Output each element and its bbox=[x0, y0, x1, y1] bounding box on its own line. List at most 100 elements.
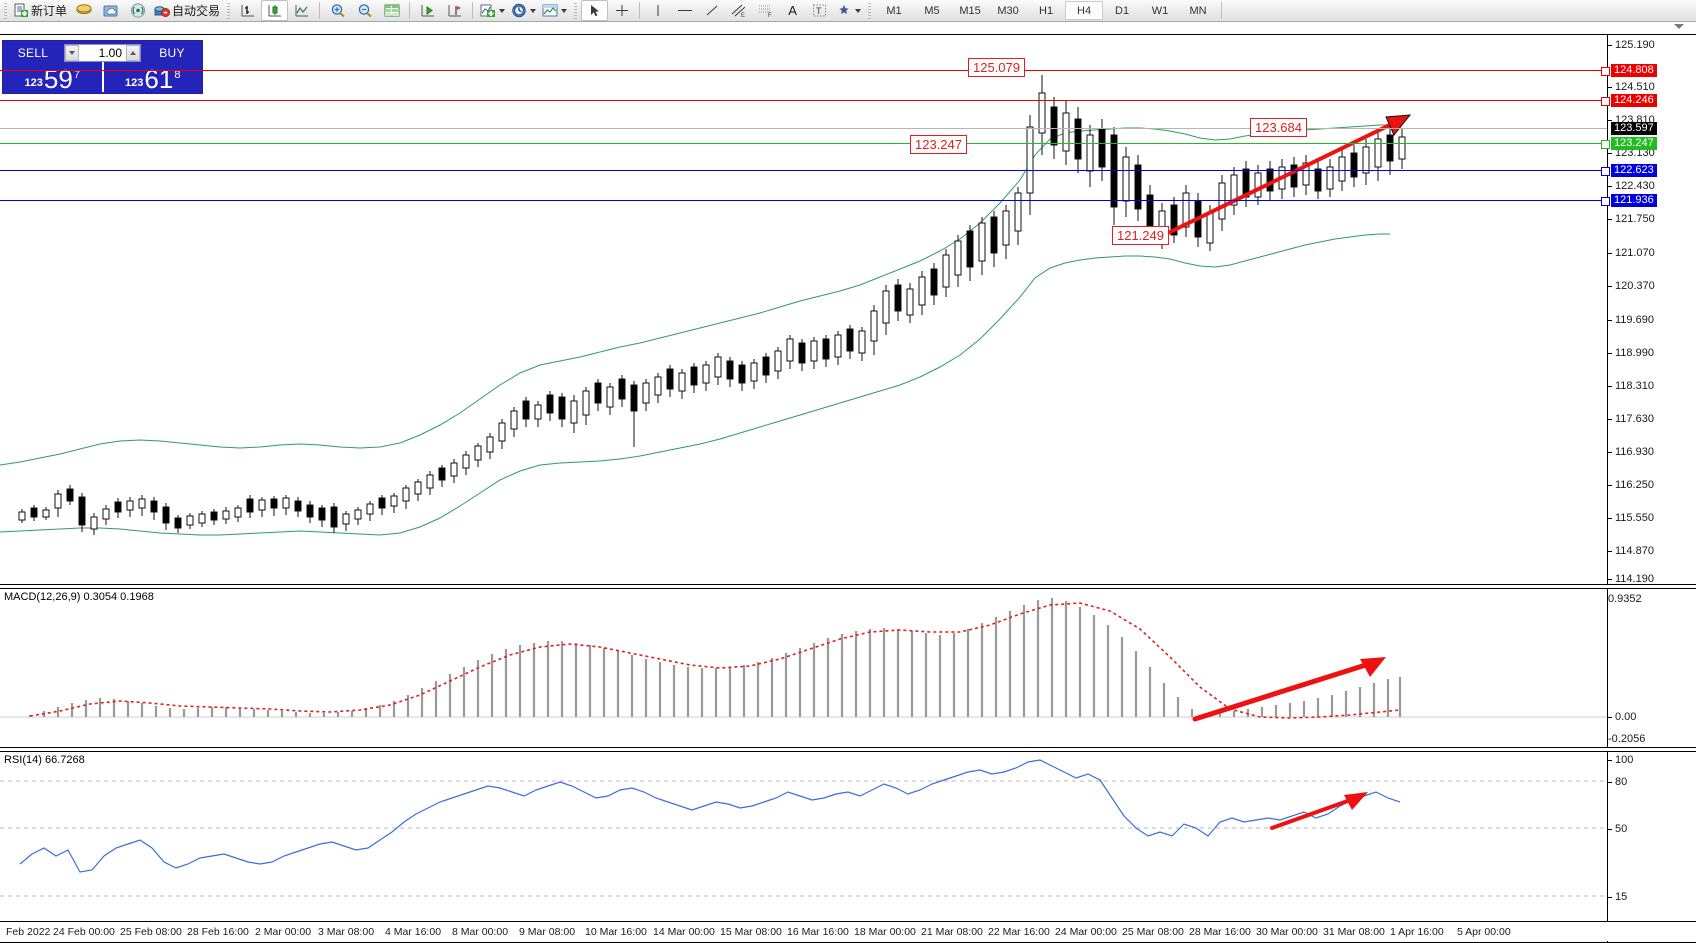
rsi-plot[interactable] bbox=[0, 752, 1696, 942]
channel-icon: E bbox=[730, 3, 748, 18]
timeframe-h1[interactable]: H1 bbox=[1039, 4, 1054, 17]
timeframe-d1[interactable]: D1 bbox=[1115, 4, 1130, 17]
volume-decrease-button[interactable] bbox=[65, 44, 79, 61]
text-tool-button[interactable]: A bbox=[779, 0, 806, 21]
level-handle-124-246[interactable] bbox=[1601, 97, 1610, 106]
macd-pane[interactable]: MACD(12,26,9) 0.3054 0.1968 bbox=[0, 588, 1696, 748]
price-tick: 119.690 bbox=[1608, 314, 1654, 326]
time-label: 16 Mar 16:00 bbox=[787, 926, 849, 938]
level-line-124-246[interactable] bbox=[0, 100, 1607, 101]
toolbar-grip[interactable] bbox=[2, 2, 9, 19]
zoom-in-button[interactable] bbox=[324, 0, 351, 21]
rsi-line bbox=[19, 759, 1401, 873]
volume-increase-button[interactable] bbox=[126, 44, 140, 61]
level-line-124-808[interactable] bbox=[0, 70, 1607, 71]
sell-button[interactable]: SELL bbox=[17, 45, 49, 60]
cursor-tool-button[interactable] bbox=[581, 0, 609, 21]
level-line-121-936[interactable] bbox=[0, 200, 1607, 201]
price-scale[interactable]: 125.190 124.510 123.810 123.130 122.430 … bbox=[1608, 35, 1696, 584]
bar-chart-button[interactable] bbox=[234, 0, 261, 21]
new-order-button[interactable]: 新订单 bbox=[11, 0, 70, 21]
timeframe-mn[interactable]: MN bbox=[1189, 4, 1207, 17]
time-label: 9 Mar 08:00 bbox=[519, 926, 576, 938]
chevron-down-icon-2[interactable] bbox=[530, 8, 537, 13]
macd-tick: 0.00 bbox=[1608, 711, 1636, 723]
auto-trading-button[interactable]: 自动交易 bbox=[151, 0, 223, 21]
chart-scroll-indicator[interactable] bbox=[1674, 24, 1684, 29]
annotation-125-079[interactable]: 125.079 bbox=[968, 58, 1025, 77]
price-tick: 121.750 bbox=[1608, 213, 1655, 225]
rsi-plot-svg bbox=[0, 759, 1607, 897]
buy-button[interactable]: BUY bbox=[159, 45, 185, 60]
period-button[interactable] bbox=[508, 0, 539, 21]
timeframe-m15[interactable]: M15 bbox=[959, 4, 981, 17]
volume-value[interactable]: 1.00 bbox=[98, 45, 122, 60]
open-data-folder-button[interactable] bbox=[97, 0, 124, 21]
price-plot-svg bbox=[0, 75, 1412, 536]
text-label-icon: T bbox=[812, 3, 827, 18]
crosshair-tool-button[interactable] bbox=[608, 0, 635, 21]
shapes-tool-button[interactable] bbox=[833, 0, 864, 21]
chevron-down-icon[interactable] bbox=[499, 8, 506, 13]
fibonacci-tool-button[interactable]: F bbox=[752, 0, 779, 21]
timeframe-w1[interactable]: W1 bbox=[1151, 4, 1169, 17]
time-axis[interactable]: Feb 2022 24 Feb 00:00 25 Feb 08:00 28 Fe… bbox=[0, 921, 1696, 941]
level-handle-121-936[interactable] bbox=[1601, 197, 1610, 206]
toolbar-separator-5 bbox=[1221, 2, 1223, 19]
timeframe-m1[interactable]: M1 bbox=[886, 4, 902, 17]
macd-scale[interactable]: 0.9352 0.00 -0.2056 bbox=[1608, 589, 1696, 747]
level-handle-122-623[interactable] bbox=[1601, 167, 1610, 176]
horizontal-line-tool-button[interactable] bbox=[671, 0, 698, 21]
price-plot[interactable] bbox=[0, 35, 1696, 584]
chart-shift-button[interactable] bbox=[414, 0, 441, 21]
annotation-123-247[interactable]: 123.247 bbox=[910, 135, 967, 154]
toolbar-grip-4[interactable] bbox=[866, 2, 874, 19]
zoom-in-icon bbox=[330, 3, 346, 18]
chart-area[interactable]: USDJPY-,H4 123.599 123.636 123.578 123.5… bbox=[0, 22, 1696, 943]
text-label-tool-button[interactable]: T bbox=[806, 0, 833, 21]
timeframe-m30[interactable]: M30 bbox=[997, 4, 1019, 17]
rsi-pane[interactable]: RSI(14) 66.7268 100 80 bbox=[0, 751, 1696, 943]
templates-button[interactable] bbox=[539, 0, 570, 21]
chevron-down-icon-3[interactable] bbox=[561, 8, 568, 13]
sell-price[interactable]: 123 59 7 bbox=[3, 62, 102, 92]
equidistant-channel-button[interactable]: E bbox=[725, 0, 752, 21]
price-pane[interactable]: 125.190 124.510 123.810 123.130 122.430 … bbox=[0, 34, 1696, 585]
vertical-line-tool-button[interactable] bbox=[644, 0, 671, 21]
macd-histogram bbox=[28, 598, 1402, 717]
toolbar-grip-3[interactable] bbox=[572, 2, 580, 19]
volume-stepper[interactable]: 1.00 bbox=[64, 43, 141, 62]
buy-price[interactable]: 123 61 8 bbox=[101, 62, 203, 92]
chevron-down-icon-4[interactable] bbox=[855, 8, 862, 13]
zoom-out-button[interactable] bbox=[351, 0, 378, 21]
indicators-button[interactable] bbox=[477, 0, 508, 21]
price-label-bid-current: 123.597 bbox=[1611, 122, 1657, 135]
macd-plot[interactable] bbox=[0, 589, 1696, 747]
level-line-123-247[interactable] bbox=[0, 143, 1607, 144]
add-indicator-icon bbox=[480, 3, 496, 18]
level-line-122-623[interactable] bbox=[0, 170, 1607, 171]
annotation-123-684[interactable]: 123.684 bbox=[1250, 118, 1307, 137]
level-handle-124-808[interactable] bbox=[1601, 67, 1610, 76]
toolbar-grip-2[interactable] bbox=[225, 2, 233, 19]
price-tick: 118.310 bbox=[1608, 380, 1654, 392]
new-order-label: 新订单 bbox=[31, 4, 68, 18]
price-axis-line bbox=[1607, 35, 1608, 584]
market-watch-button[interactable] bbox=[124, 0, 151, 21]
one-click-trading-panel[interactable]: SELL 1.00 BUY 123 59 7 123 61 8 bbox=[2, 40, 203, 94]
price-tick: 123.130 bbox=[1608, 147, 1655, 159]
candlestick-chart-button[interactable] bbox=[261, 0, 289, 21]
annotation-121-249[interactable]: 121.249 bbox=[1112, 226, 1169, 245]
timeframe-m5[interactable]: M5 bbox=[924, 4, 940, 17]
time-label: 2 Mar 00:00 bbox=[255, 926, 312, 938]
auto-scroll-button[interactable] bbox=[441, 0, 468, 21]
data-window-button[interactable] bbox=[378, 0, 405, 21]
history-data-button[interactable] bbox=[70, 0, 97, 21]
trendline-tool-button[interactable] bbox=[698, 0, 725, 21]
level-handle-123-247[interactable] bbox=[1601, 140, 1610, 149]
time-label: Feb 2022 bbox=[6, 926, 51, 938]
rsi-scale[interactable]: 100 80 50 15 bbox=[1608, 752, 1696, 942]
time-label: 28 Mar 16:00 bbox=[1189, 926, 1251, 938]
timeframe-h4[interactable]: H4 bbox=[1065, 1, 1104, 20]
line-chart-button[interactable] bbox=[288, 0, 315, 21]
